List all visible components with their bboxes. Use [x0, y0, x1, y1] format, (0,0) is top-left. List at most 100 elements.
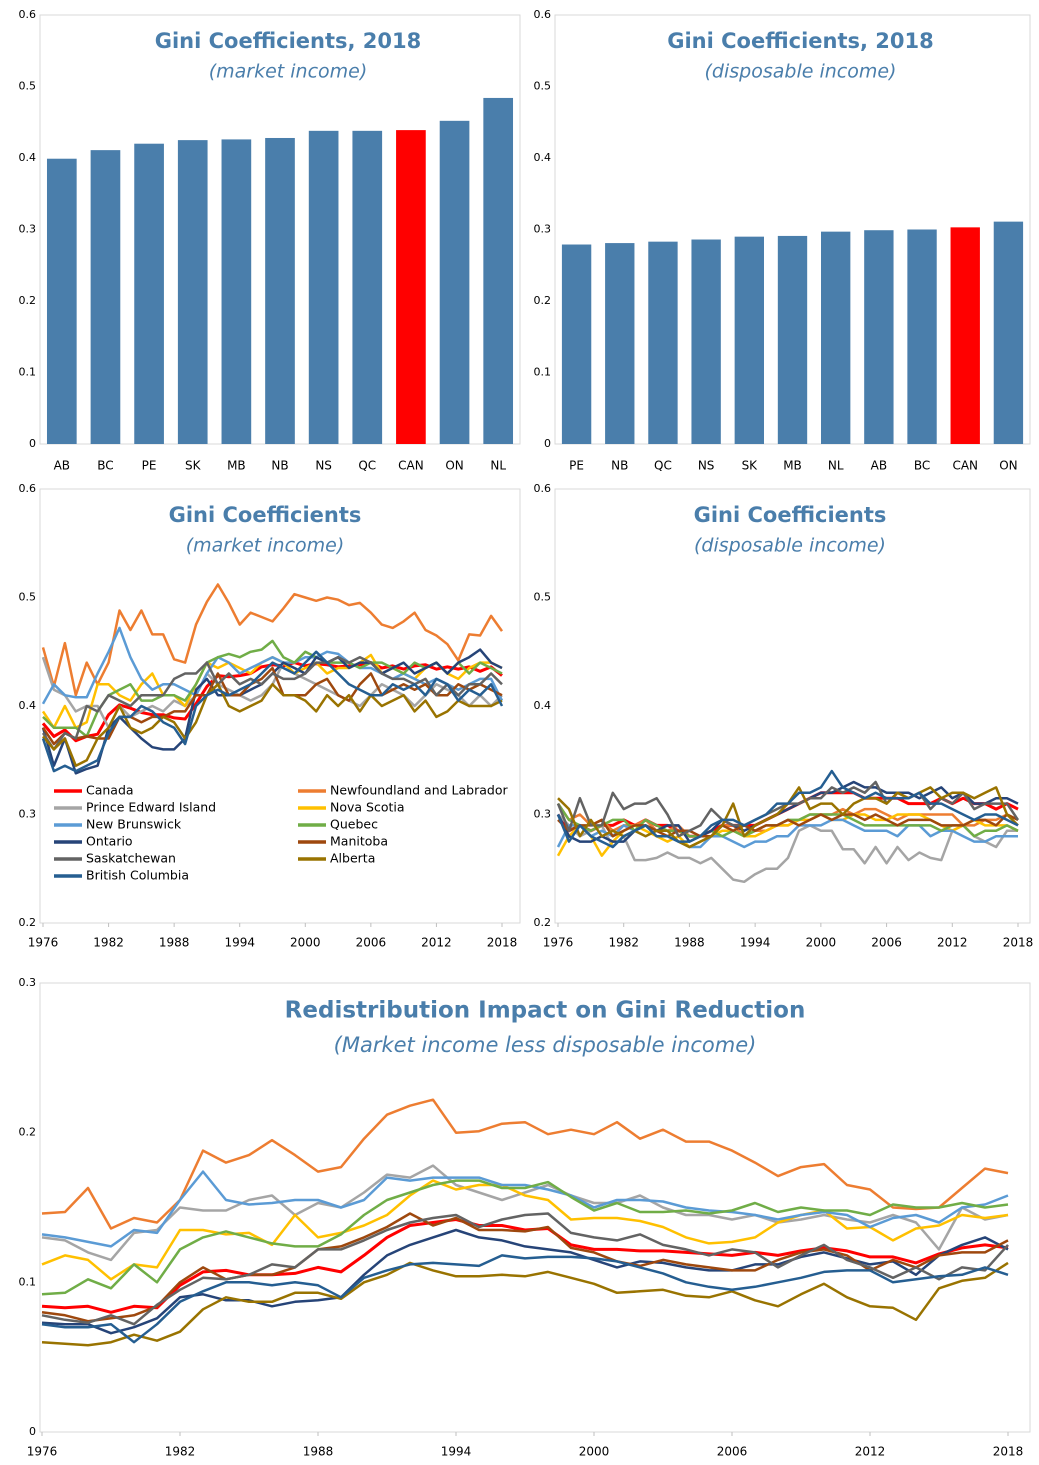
series-line — [41, 1254, 1009, 1344]
y-tick-label: 0.3 — [19, 976, 37, 989]
y-tick-label: 0.4 — [534, 699, 552, 712]
bar — [605, 243, 635, 444]
y-tick-label: 0.6 — [19, 482, 37, 495]
x-tick-label: NS — [315, 459, 332, 473]
legend-label: Nova Scotia — [330, 800, 405, 815]
x-tick-label: 2018 — [487, 936, 518, 950]
series-line — [41, 1164, 1009, 1262]
plot-frame — [554, 488, 1031, 924]
series-line — [41, 1179, 1009, 1281]
y-tick-label: 0.6 — [19, 8, 37, 21]
x-tick-label: QC — [654, 459, 672, 473]
series-line — [557, 813, 1019, 838]
x-tick-label: 1994 — [224, 936, 255, 950]
series-line — [41, 1218, 1009, 1314]
bar — [777, 235, 808, 444]
x-tick-label: 1988 — [674, 936, 705, 950]
x-tick-label: 2006 — [871, 936, 902, 950]
bar — [734, 236, 764, 444]
chart-panel: 0 0.1 0.2 0.3 Redistribution Impact on Gini … — [19, 976, 1031, 1459]
bar — [821, 231, 851, 444]
series-line — [41, 1261, 1009, 1347]
series-line — [41, 1228, 1009, 1335]
x-tick-label: ON — [999, 459, 1017, 473]
x-tick-label: 1994 — [441, 1445, 472, 1459]
legend-label: British Columbia — [86, 868, 189, 883]
y-tick-label: 0.3 — [534, 808, 552, 821]
bar — [561, 244, 592, 444]
bar — [221, 139, 252, 444]
y-tick-label: 0.2 — [19, 916, 37, 929]
bar — [483, 97, 514, 444]
x-tick-label: 2000 — [806, 936, 837, 950]
chart-title: Redistribution Impact on Gini Reduction — [285, 998, 806, 1024]
chart-subtitle: (market income) — [209, 61, 368, 83]
x-tick-label: 1976 — [27, 1445, 58, 1459]
x-tick-label: 2012 — [937, 936, 968, 950]
series-line — [41, 1179, 1009, 1296]
bar — [396, 130, 426, 445]
chart-panel: 0.2 0.3 0.4 0.5 0.6 Gini Coefficients (disposa… — [534, 482, 1034, 950]
x-tick-label: 2000 — [579, 1445, 610, 1459]
legend-label: Prince Edward Island — [86, 800, 216, 815]
y-tick-label: 0.2 — [19, 294, 37, 307]
chart-panel: 0.2 0.3 0.4 0.5 0.6 Gini Coefficients (market … — [19, 482, 521, 950]
x-tick-label: ON — [445, 459, 463, 473]
bar — [648, 241, 678, 444]
bar — [864, 230, 894, 444]
x-tick-label: CAN — [952, 459, 978, 473]
series-line — [41, 650, 504, 773]
series-line — [41, 1098, 1009, 1230]
x-tick-label: AB — [871, 459, 887, 473]
y-tick-label: 0 — [29, 1425, 36, 1438]
plot-frame — [39, 982, 1031, 1433]
series-line — [41, 583, 504, 697]
chart-subtitle: (market income) — [186, 535, 345, 557]
chart-title: Gini Coefficients, 2018 — [155, 29, 422, 53]
chart-title: Gini Coefficients — [169, 503, 362, 527]
chart-subtitle: (disposable income) — [694, 535, 886, 557]
y-tick-label: 0.1 — [19, 366, 37, 379]
legend-label: New Brunswick — [86, 817, 182, 832]
bar — [46, 158, 77, 444]
series-line — [42, 683, 503, 767]
y-tick-label: 0.4 — [19, 699, 37, 712]
bar — [439, 120, 470, 444]
y-tick-label: 0.4 — [19, 151, 37, 164]
x-tick-label: NS — [698, 459, 715, 473]
series-line — [41, 1212, 1009, 1323]
x-tick-label: SK — [185, 459, 202, 473]
chart-title: Gini Coefficients — [694, 503, 887, 527]
x-tick-label: 2006 — [356, 936, 387, 950]
legend-label: Saskatchewan — [86, 851, 176, 866]
y-tick-label: 0 — [29, 437, 36, 450]
x-tick-label: NB — [611, 459, 628, 473]
x-tick-label: 2018 — [993, 1445, 1024, 1459]
bar — [907, 229, 937, 444]
x-tick-label: 1988 — [303, 1445, 334, 1459]
x-tick-label: BC — [914, 459, 930, 473]
x-tick-label: 1994 — [740, 936, 771, 950]
y-tick-label: 0.1 — [534, 366, 552, 379]
x-tick-label: AB — [54, 459, 70, 473]
x-tick-label: SK — [742, 459, 759, 473]
legend-label: Alberta — [330, 851, 375, 866]
bar — [691, 239, 721, 444]
legend-label: Manitoba — [330, 834, 388, 849]
chart-title: Gini Coefficients, 2018 — [667, 29, 934, 53]
chart-subtitle: (disposable income) — [705, 61, 897, 83]
x-tick-label: 1982 — [608, 936, 639, 950]
y-tick-label: 0.5 — [19, 591, 37, 604]
x-tick-label: 2006 — [717, 1445, 748, 1459]
series-line — [556, 780, 1019, 843]
plot-frame — [39, 488, 521, 924]
y-tick-label: 0.3 — [534, 223, 552, 236]
y-tick-label: 0.5 — [534, 591, 552, 604]
bar — [950, 227, 980, 444]
bar — [265, 137, 295, 445]
y-tick-label: 0.1 — [19, 1275, 37, 1288]
y-tick-label: 0.4 — [534, 151, 552, 164]
y-tick-label: 0.3 — [19, 223, 37, 236]
bar — [177, 140, 208, 444]
